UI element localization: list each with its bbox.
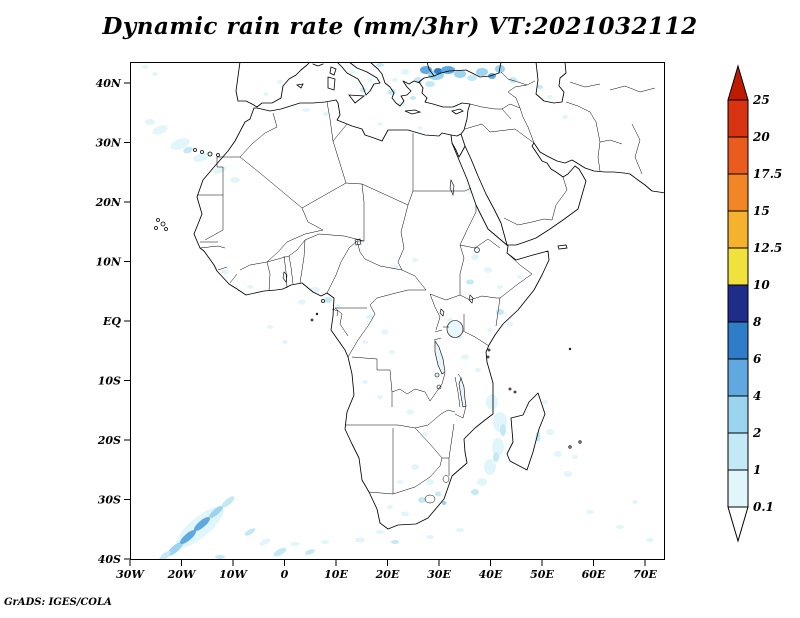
x-axis: 30W 20W 10W 0 10E 20E 30E 40E 50E 60E 70… (116, 560, 657, 581)
canary-islands (193, 148, 220, 157)
lat-tick-label: 30N (96, 137, 122, 150)
coastlines-group (154, 62, 665, 530)
lat-tick-label: 40S (98, 553, 121, 566)
lon-tick-label: 60E (582, 568, 606, 581)
border-lesotho (424, 494, 436, 504)
lat-tick-label: 10N (96, 256, 122, 269)
colorbar: 25 20 17.5 15 12.5 10 8 6 4 2 1 0.1 (727, 64, 782, 543)
italy-coast (336, 62, 381, 96)
colorbar-label: 10 (753, 278, 770, 292)
france-med-coast (312, 63, 324, 67)
colorbar-segment (727, 173, 749, 212)
africa-coast (193, 99, 550, 530)
lon-tick-label: 40E (479, 568, 503, 581)
colorbar-label: 25 (752, 93, 770, 107)
colorbar-label: 17.5 (753, 167, 782, 181)
colorbar-label: 8 (753, 315, 762, 329)
colorbar-segment (727, 469, 749, 508)
lon-tick-label: 50E (530, 568, 554, 581)
iberia-coast (235, 62, 311, 108)
lake-nasser (449, 178, 455, 197)
lat-tick-label: 20N (95, 196, 122, 209)
colorbar-segment (727, 99, 749, 138)
colorbar-segment (727, 136, 749, 175)
madagascar-coast (506, 392, 546, 471)
cape-verde-islands (154, 218, 168, 231)
grads-credit: GrADS: IGES/COLA (4, 597, 112, 608)
colorbar-label: 20 (752, 130, 770, 144)
lake-albert (439, 308, 445, 317)
lon-tick-label: 30W (116, 568, 145, 581)
colorbar-arrow-bottom (727, 506, 749, 543)
sardinia-island (327, 76, 336, 91)
lat-tick-label: EQ (102, 315, 121, 328)
lon-tick-label: 20W (167, 568, 197, 581)
colorbar-label: 0.1 (753, 500, 774, 514)
lon-tick-label: 10W (219, 568, 248, 581)
lake-victoria (446, 320, 464, 338)
lake-malawi (458, 377, 467, 408)
lat-tick-label: 40N (96, 77, 122, 90)
indian-ocean-islands (486, 347, 582, 449)
crete-island (404, 109, 422, 115)
black-sea-west-coast (426, 62, 435, 77)
colorbar-segment (727, 432, 749, 471)
borders-southern-africa (345, 356, 467, 495)
gulf-of-guinea-islands (310, 299, 325, 322)
levant-anatolia-south-coast (418, 81, 471, 137)
lon-tick-label: 30E (427, 568, 451, 581)
sicily-island (348, 94, 366, 104)
lon-tick-label: 70E (633, 568, 657, 581)
y-axis: 40N 30N 20N 10N EQ 10S 20S 30S 40S (95, 77, 130, 566)
lon-tick-label: 10E (324, 568, 348, 581)
borders-middle-east (464, 71, 656, 226)
black-sea-south-coast (418, 62, 502, 83)
caspian-sea-coast (535, 62, 567, 104)
plot-title: Dynamic rain rate (mm/3hr) VT:2021032112 (102, 13, 698, 40)
lake-mweru (434, 372, 440, 378)
colorbar-segment (727, 284, 749, 323)
colorbar-label: 12.5 (753, 241, 782, 255)
lat-tick-label: 20S (97, 434, 121, 447)
lon-tick-label: 0 (281, 568, 289, 581)
cyprus-island (451, 108, 464, 115)
borders-sahel-west-africa (199, 207, 365, 292)
colorbar-label: 2 (752, 426, 761, 440)
colorbar-label: 4 (753, 389, 761, 403)
colorbar-label: 15 (753, 204, 770, 218)
colorbar-segment (727, 247, 749, 286)
lat-tick-label: 10S (98, 375, 121, 388)
greece-coast (369, 62, 421, 107)
lake-tanganyika (434, 340, 446, 375)
lat-tick-label: 30S (98, 494, 121, 507)
colorbar-segment (727, 321, 749, 360)
lakes-group (282, 178, 480, 408)
socotra-island (557, 244, 568, 250)
colorbar-segment (727, 395, 749, 434)
mallorca-island (296, 83, 304, 89)
borders-libya-egypt-sudan-chad (345, 133, 472, 271)
corsica-island (329, 66, 337, 76)
lake-bangweulu (436, 384, 442, 390)
rain-shading-layer (142, 63, 654, 560)
arabia-gulf-coast (464, 142, 665, 246)
colorbar-arrow-top (727, 64, 749, 101)
colorbar-segment (727, 358, 749, 397)
map-area (130, 62, 665, 560)
lon-tick-label: 20E (375, 568, 400, 581)
lake-turkana (468, 294, 474, 304)
colorbar-label: 6 (753, 352, 762, 366)
sinai-coast (451, 133, 466, 158)
border-swaziland (442, 475, 450, 483)
borders-northwest-africa (197, 101, 348, 241)
country-borders-group (197, 71, 656, 504)
borders-east-africa (429, 205, 533, 402)
colorbar-segment (727, 210, 749, 249)
borders-nigeria-cameroon-car (326, 240, 427, 358)
colorbar-label: 1 (753, 463, 761, 477)
lake-tana (474, 247, 480, 253)
map-frame (130, 62, 665, 560)
